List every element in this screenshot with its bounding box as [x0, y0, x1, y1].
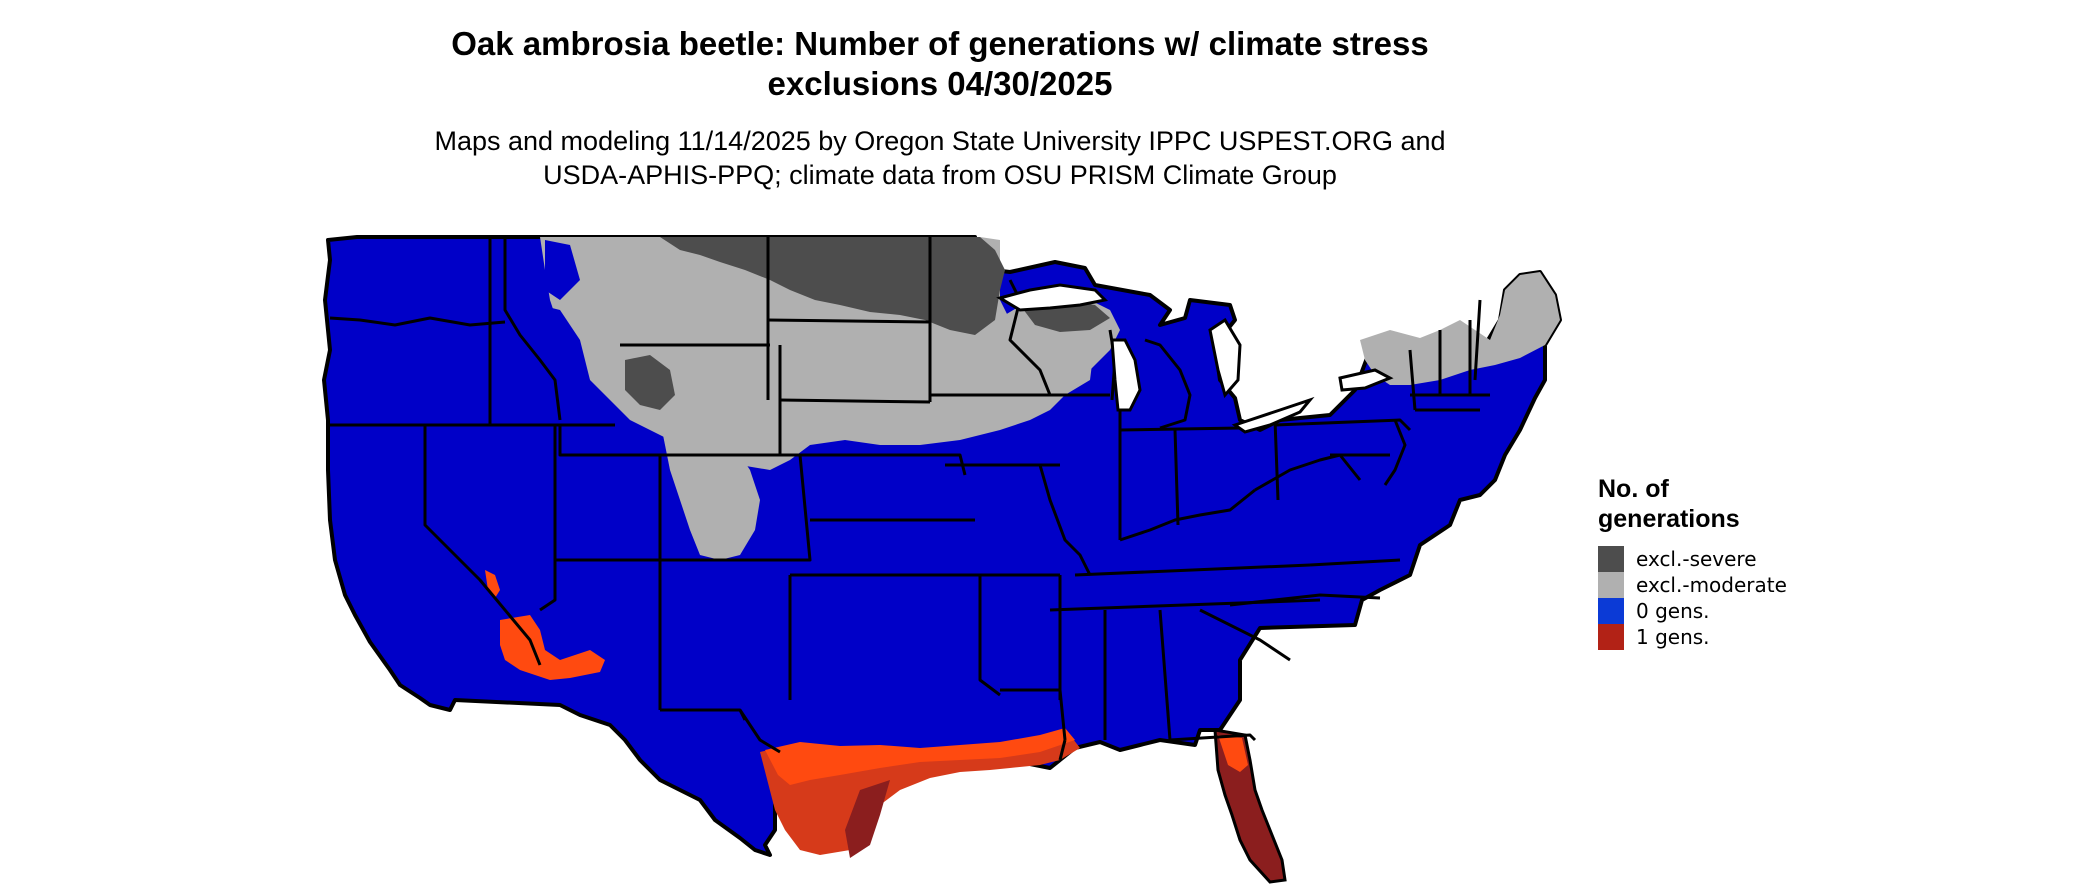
- map-title-line2: exclusions 04/30/2025: [767, 65, 1113, 102]
- lake-erie: [1231, 396, 1315, 434]
- california-coast-1gen: [485, 570, 500, 598]
- texas-south-tip: [845, 780, 890, 858]
- florida-light-zone: [1218, 735, 1248, 772]
- map-title: Oak ambrosia beetle: Number of generatio…: [0, 24, 1880, 104]
- legend-title-line1: No. of: [1598, 475, 1669, 503]
- map-subtitle-line2: USDA-APHIS-PPQ; climate data from OSU PR…: [543, 160, 1337, 190]
- legend-title: No. of generations: [1598, 474, 1787, 534]
- legend-swatch: [1598, 624, 1624, 650]
- map-title-line1: Oak ambrosia beetle: Number of generatio…: [451, 25, 1429, 62]
- legend-label: 1 gens.: [1636, 625, 1710, 649]
- map-subtitle: Maps and modeling 11/14/2025 by Oregon S…: [0, 124, 1880, 192]
- legend-swatch: [1598, 598, 1624, 624]
- legend-item-0-gens: 0 gens.: [1598, 598, 1787, 624]
- legend-label: 0 gens.: [1636, 599, 1710, 623]
- wyoming-excl-severe: [625, 355, 675, 410]
- legend: No. of generations excl.-severe excl.-mo…: [1598, 474, 1787, 650]
- montana-valley-0gen: [545, 240, 580, 300]
- southwest-1gen-zone: [500, 615, 605, 680]
- idaho-valley-0gen: [520, 300, 590, 400]
- legend-label: excl.-moderate: [1636, 573, 1787, 597]
- legend-item-1-gens: 1 gens.: [1598, 624, 1787, 650]
- lake-superior: [996, 283, 1109, 312]
- legend-swatch: [1598, 572, 1624, 598]
- legend-item-excl-severe: excl.-severe: [1598, 546, 1787, 572]
- state-borders: [329, 237, 1490, 761]
- florida-peninsula: [1213, 728, 1287, 884]
- north-dakota-minnesota-excl-severe: [660, 237, 1005, 335]
- lake-huron: [1208, 317, 1242, 399]
- legend-label: excl.-severe: [1636, 547, 1757, 571]
- legend-item-excl-moderate: excl.-moderate: [1598, 572, 1787, 598]
- legend-swatch: [1598, 546, 1624, 572]
- lake-michigan: [1110, 338, 1142, 412]
- gulf-coast-light-zone: [765, 728, 1075, 785]
- legend-title-line2: generations: [1598, 505, 1740, 533]
- lake-ontario: [1338, 368, 1394, 392]
- map-subtitle-line1: Maps and modeling 11/14/2025 by Oregon S…: [434, 126, 1446, 156]
